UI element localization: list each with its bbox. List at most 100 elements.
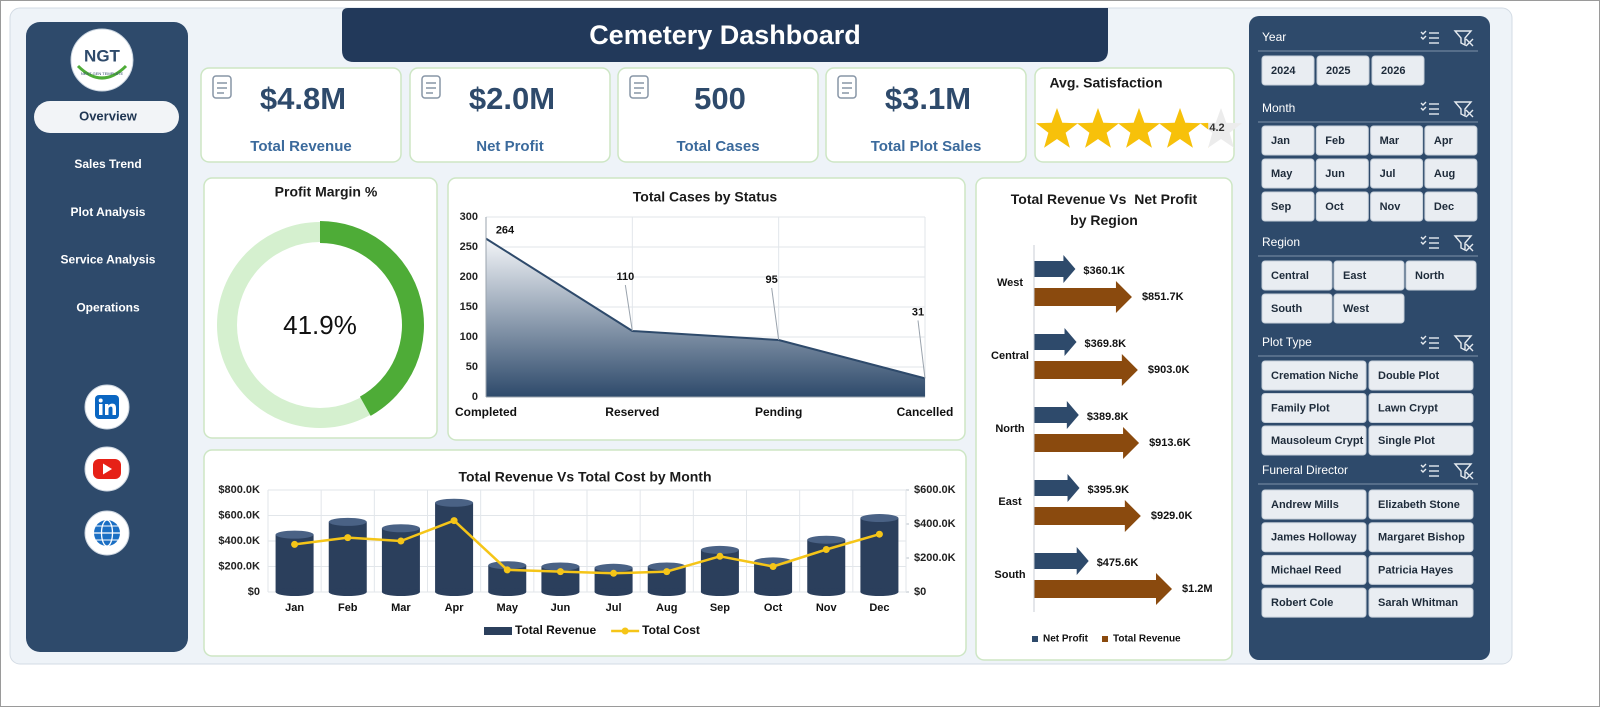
slicer-button[interactable]: Jul	[1370, 158, 1424, 189]
bar-base	[488, 588, 527, 596]
slicer-button[interactable]: East	[1333, 260, 1405, 291]
nav-item[interactable]: Service Analysis	[61, 253, 156, 267]
y2-tick-label: $600.0K	[914, 484, 956, 496]
nav-label: Operations	[76, 300, 140, 314]
slicer-button[interactable]: 2025	[1316, 55, 1370, 86]
clear-filter-icon[interactable]	[1453, 101, 1474, 118]
legend-item[interactable]: Total Revenue	[1102, 634, 1181, 645]
slicer-button[interactable]: Double Plot	[1368, 360, 1474, 391]
kpi-icon-shape	[212, 75, 232, 99]
slicer-button[interactable]: Central	[1261, 260, 1333, 291]
legend-swatch	[621, 627, 629, 635]
social-linkedin[interactable]	[84, 384, 130, 430]
kpi-icon	[837, 75, 857, 99]
slicer-button[interactable]: Sarah Whitman	[1368, 587, 1474, 618]
y-tick-label: $800.0K	[218, 484, 260, 496]
slicer-button[interactable]: Single Plot	[1368, 425, 1474, 456]
slicer-button[interactable]: Cremation Niche	[1261, 360, 1367, 391]
icon-stroke	[1453, 235, 1474, 252]
data-label: 95	[766, 274, 778, 286]
star-filled	[1077, 108, 1119, 148]
slicer-button[interactable]: Oct	[1315, 191, 1369, 222]
arrow-bar	[1034, 255, 1076, 283]
slicer-button[interactable]: Sep	[1261, 191, 1315, 222]
line-marker	[610, 569, 618, 577]
slicer-button[interactable]: Michael Reed	[1261, 554, 1367, 585]
multi-select-icon[interactable]	[1420, 463, 1439, 477]
slicer-button[interactable]: Mar	[1370, 125, 1424, 156]
slicer-button-label: East	[1343, 270, 1367, 282]
slicer-button-label: West	[1343, 303, 1369, 315]
y2-tick-label: $400.0K	[914, 518, 956, 530]
clear-filter-icon[interactable]	[1453, 335, 1474, 352]
leader-line	[624, 284, 633, 332]
slicer-button-label: Mar	[1380, 135, 1400, 147]
slicer-button[interactable]: Feb	[1315, 125, 1369, 156]
slicer-button-bg	[1424, 158, 1478, 189]
arrow-bar	[1034, 500, 1141, 532]
multi-select-icon[interactable]	[1420, 30, 1439, 44]
slicer-button[interactable]: Patricia Hayes	[1368, 554, 1474, 585]
multi-select-icon[interactable]	[1420, 235, 1439, 249]
slicer-button[interactable]: May	[1261, 158, 1315, 189]
legend-item[interactable]: Total Revenue	[484, 623, 596, 637]
multi-select-icon[interactable]	[1420, 101, 1439, 115]
slicer-title: Region	[1262, 235, 1300, 249]
slicer-button[interactable]: Dec	[1424, 191, 1478, 222]
line-marker	[822, 546, 830, 553]
slicer-button[interactable]: James Holloway	[1261, 522, 1367, 553]
slicer-button[interactable]: Family Plot	[1261, 393, 1367, 423]
x-tick-label: Jan	[285, 602, 304, 614]
social-youtube[interactable]	[84, 446, 130, 492]
kpi-icon-shape	[629, 75, 649, 99]
nav-label: Overview	[79, 108, 138, 123]
y-category-label: South	[994, 569, 1025, 581]
nav-item[interactable]: Sales Trend	[74, 157, 141, 171]
clear-filter-icon[interactable]	[1453, 30, 1474, 47]
nav-item[interactable]: Overview	[34, 101, 179, 133]
bar-cap	[328, 517, 367, 526]
bar-base	[381, 588, 420, 596]
nav-item[interactable]: Plot Analysis	[71, 205, 146, 219]
legend-item[interactable]: Total Cost	[611, 623, 700, 637]
nav-label: Plot Analysis	[71, 205, 146, 219]
slicer-button[interactable]: Jun	[1315, 158, 1369, 189]
area-fill	[486, 238, 925, 397]
legend-item[interactable]: Net Profit	[1032, 634, 1089, 645]
data-label: $903.0K	[1148, 364, 1190, 376]
slicer-button[interactable]: Lawn Crypt	[1368, 393, 1474, 423]
social-website[interactable]	[84, 510, 130, 556]
multi-select-icon[interactable]	[1420, 335, 1439, 349]
slicer-button[interactable]: South	[1261, 293, 1333, 324]
slicer-button-bg	[1261, 55, 1315, 86]
leader-line	[917, 320, 926, 379]
slicer-button-bg	[1261, 393, 1367, 423]
slicer-button[interactable]: Aug	[1424, 158, 1478, 189]
slicer-button[interactable]: 2024	[1261, 55, 1315, 86]
slicer-button[interactable]: Nov	[1370, 191, 1424, 222]
slicer-button[interactable]: Jan	[1261, 125, 1315, 156]
slicer-button[interactable]: Andrew Mills	[1261, 489, 1367, 520]
slicer-button[interactable]: Robert Cole	[1261, 587, 1367, 618]
y2-tick-label: $0	[914, 586, 926, 598]
kpi-label: Total Plot Sales	[871, 138, 982, 155]
slicer-button-bg	[1261, 425, 1367, 456]
clear-filter-icon[interactable]	[1453, 463, 1474, 480]
slicer-button[interactable]: North	[1405, 260, 1477, 291]
logo-badge	[70, 28, 134, 92]
slicer-button-bg	[1261, 522, 1367, 553]
bar-base	[860, 588, 899, 596]
slicer-title: Funeral Director	[1262, 463, 1348, 477]
nav-item[interactable]: Operations	[76, 300, 140, 314]
data-label: 110	[616, 271, 634, 283]
slicer-button-bg	[1315, 191, 1369, 222]
slicer-button[interactable]: Elizabeth Stone	[1368, 489, 1474, 520]
line-marker	[875, 530, 883, 538]
slicer-button[interactable]: West	[1333, 293, 1405, 324]
slicer-button-label: Jul	[1380, 168, 1396, 180]
slicer-button[interactable]: Margaret Bishop	[1368, 522, 1474, 553]
slicer-button[interactable]: Mausoleum Crypt	[1261, 425, 1367, 456]
slicer-button[interactable]: Apr	[1424, 125, 1478, 156]
slicer-button[interactable]: 2026	[1371, 55, 1425, 86]
clear-filter-icon[interactable]	[1453, 235, 1474, 252]
